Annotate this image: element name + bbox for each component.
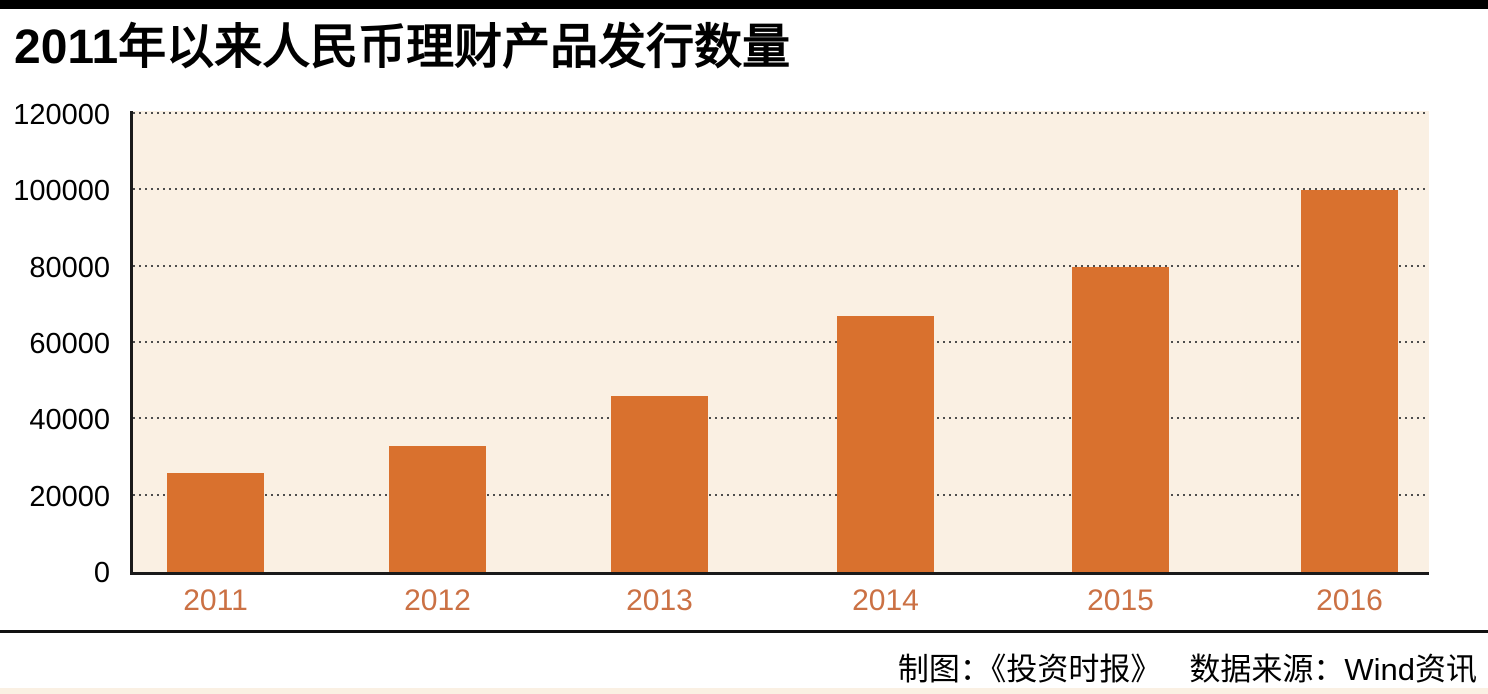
y-axis-labels: 0 20000 40000 60000 80000 100000 120000	[0, 100, 110, 588]
y-tick-label-120000: 120000	[13, 99, 110, 131]
y-tick-label-20000: 20000	[29, 480, 110, 513]
top-border-bar	[0, 0, 1488, 9]
gridline-100000	[133, 188, 1429, 191]
y-tick-label-100000: 100000	[13, 175, 110, 208]
footer-divider	[0, 630, 1488, 633]
bar-2012	[389, 446, 486, 572]
bar-2014	[837, 316, 934, 572]
bar-2016	[1301, 190, 1398, 572]
y-tick-label-60000: 60000	[29, 328, 110, 360]
bar-2013	[611, 396, 708, 572]
y-tick-label-40000: 40000	[29, 404, 110, 437]
source-text: 数据来源：Wind资讯	[1189, 652, 1477, 687]
y-tick-label-80000: 80000	[29, 251, 110, 284]
credit-text: 制图：《投资时报》	[897, 652, 1162, 687]
gridline-80000	[133, 264, 1429, 267]
bar-2015	[1072, 266, 1169, 572]
x-tick-label-2012: 2012	[404, 584, 471, 617]
x-tick-label-2013: 2013	[626, 584, 693, 617]
bar-2011	[167, 472, 264, 572]
plot-area	[130, 111, 1429, 575]
gridline-20000	[133, 493, 1429, 496]
chart-title: 2011年以来人民币理财产品发行数量	[14, 21, 791, 74]
gridline-40000	[133, 417, 1429, 420]
x-axis-labels: 2011 2012 2013 2014 2015 2016	[133, 585, 1429, 617]
gridline-120000	[133, 112, 1429, 114]
footer: 制图：《投资时报》 数据来源：Wind资讯	[898, 644, 1477, 689]
y-tick-label-0: 0	[93, 557, 110, 589]
x-tick-label-2014: 2014	[852, 584, 919, 617]
x-tick-label-2011: 2011	[183, 584, 248, 617]
gridline-60000	[133, 341, 1429, 343]
x-tick-label-2016: 2016	[1316, 584, 1383, 617]
bottom-border-bar	[0, 688, 1488, 694]
x-tick-label-2015: 2015	[1087, 584, 1154, 617]
